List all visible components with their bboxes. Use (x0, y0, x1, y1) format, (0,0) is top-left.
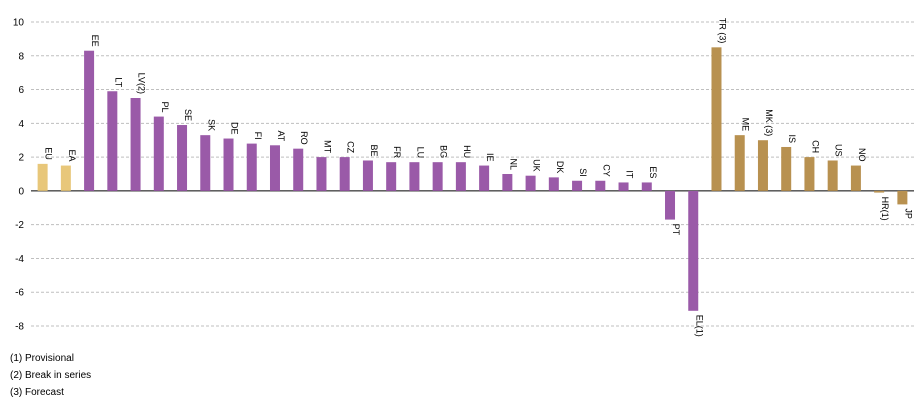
category-label: MK (3) (764, 109, 774, 136)
category-label: HU (462, 145, 472, 158)
category-label: FR (392, 146, 402, 158)
bar-el-1 (688, 190, 699, 311)
bar-bg (432, 162, 443, 191)
bar-it (618, 182, 629, 191)
bar-jp (897, 190, 908, 205)
category-label: MT (322, 140, 332, 153)
bar-de (223, 138, 234, 191)
category-label: SK (206, 119, 216, 131)
y-tick-label: 10 (13, 18, 25, 29)
bar-hr-1 (874, 190, 885, 193)
bar-es (641, 182, 652, 191)
category-label: RO (299, 131, 309, 145)
category-label: AT (276, 130, 286, 141)
bar-lv-2 (130, 98, 141, 191)
category-label: IE (485, 153, 495, 162)
category-label: US (834, 144, 844, 157)
category-label: JP (903, 208, 913, 219)
category-label: PT (671, 224, 681, 236)
category-label: TR (3) (717, 18, 727, 44)
category-label: DK (555, 161, 565, 174)
bar-fi (246, 143, 257, 191)
bar-mt (316, 157, 327, 191)
bar-me (734, 135, 745, 191)
category-label: BE (369, 144, 379, 156)
bar-pl (153, 116, 164, 191)
category-label: DE (230, 122, 240, 135)
category-label: ES (648, 166, 658, 178)
bar-lt (107, 91, 118, 191)
category-label: LV(2) (137, 73, 147, 94)
category-labels: EU EA EE LT LV(2) PL SE SK DE FI AT RO MT CZ BE FR LU BG H… (44, 18, 914, 337)
y-tick-label: -4 (15, 254, 24, 265)
bar-lu (409, 162, 420, 191)
bar-hu (455, 162, 466, 191)
category-label: CH (810, 140, 820, 153)
y-tick-label: 4 (18, 119, 24, 130)
bar-tr-3 (711, 47, 722, 191)
category-label: SE (183, 109, 193, 121)
bar-ro (293, 148, 304, 191)
category-label: HR(1) (880, 197, 890, 221)
y-tick-label: 8 (18, 51, 24, 62)
bar-eu (37, 163, 48, 191)
bar-no (850, 165, 861, 191)
y-tick-label: -8 (15, 322, 24, 333)
y-tick-label: 6 (18, 85, 24, 96)
bar-pt (665, 190, 676, 220)
bar-us (827, 160, 838, 191)
category-label: NL (508, 158, 518, 170)
category-label: EU (44, 147, 54, 160)
category-label: NO (857, 148, 867, 162)
bar-uk (525, 175, 536, 191)
y-tick-label: 0 (18, 186, 24, 197)
category-label: SI (578, 168, 588, 177)
category-label: CY (601, 164, 611, 177)
footnotes: (1) Provisional (2) Break in series (3) … (10, 350, 91, 401)
bar-se (177, 125, 188, 191)
category-label: CZ (346, 141, 356, 153)
bar-mk-3 (757, 140, 768, 191)
bar-cz (339, 157, 350, 191)
y-tick-label: 2 (18, 153, 24, 164)
bar-cy (595, 180, 606, 191)
category-label: IS (787, 134, 797, 143)
category-label: BG (439, 145, 449, 158)
bar-chart: -8 -6 -4 -2 0 2 4 6 8 10 EU EA EE LT LV(2) PL SE SK DE FI A… (13, 18, 914, 337)
category-label: LU (415, 147, 425, 159)
category-label: EE (90, 35, 100, 47)
bar-ee (84, 50, 95, 191)
bars (37, 47, 908, 311)
category-label: ME (741, 118, 751, 132)
category-label: PL (160, 102, 170, 113)
bar-dk (548, 177, 559, 191)
footnote-forecast: (3) Forecast (10, 387, 64, 398)
bar-at (269, 145, 280, 191)
bar-ea (60, 165, 71, 191)
bar-is (781, 146, 792, 191)
y-axis-ticks: -8 -6 -4 -2 0 2 4 6 8 10 (13, 18, 25, 333)
footnote-provisional: (1) Provisional (10, 353, 74, 364)
category-label: IT (625, 170, 635, 179)
bar-nl (502, 174, 513, 191)
y-tick-label: -2 (15, 220, 24, 231)
bar-be (362, 160, 373, 191)
bar-sk (200, 135, 211, 191)
bar-si (572, 180, 583, 191)
bar-fr (386, 162, 397, 191)
category-label: UK (532, 159, 542, 172)
y-tick-label: -6 (15, 288, 24, 299)
category-label: FI (253, 132, 263, 140)
bar-ch (804, 157, 815, 191)
category-label: EA (67, 150, 77, 162)
category-label: EL(1) (694, 315, 704, 337)
category-label: LT (113, 77, 123, 87)
footnote-break-in-series: (2) Break in series (10, 370, 92, 381)
bar-ie (479, 165, 490, 191)
